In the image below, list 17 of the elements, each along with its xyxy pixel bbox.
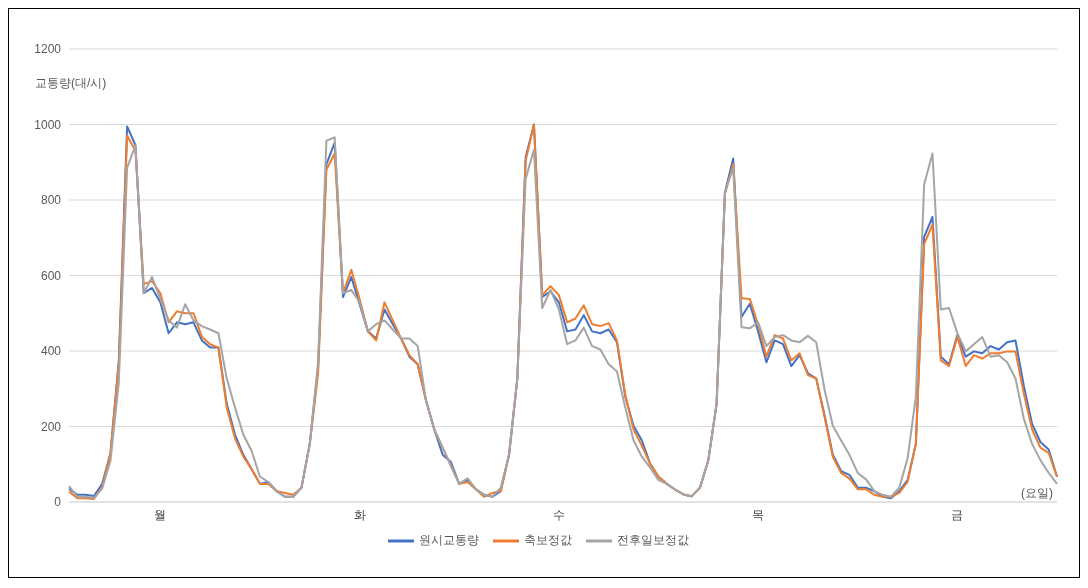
y-tick-label: 1000	[34, 117, 62, 132]
y-tick-label: 400	[40, 344, 62, 359]
y-tick-label: 600	[40, 268, 62, 283]
y-tick-label: 1200	[34, 42, 62, 57]
x-axis-title: (요일)	[1021, 485, 1053, 502]
y-tick-label: 0	[54, 495, 62, 510]
y-tick-label: 200	[40, 419, 62, 434]
legend-label: 축보정값	[522, 532, 572, 549]
legend-label: 전후일보정값	[615, 532, 689, 549]
x-tick-label: 수	[552, 507, 565, 522]
legend-label: 원시교통량	[417, 532, 479, 549]
x-tick-label: 금	[951, 507, 964, 522]
x-tick-label: 목	[752, 507, 765, 522]
y-axis-title: 교통량(대/시)	[35, 75, 107, 92]
x-tick-label: 월	[154, 507, 167, 522]
y-tick-label: 800	[40, 193, 62, 208]
x-tick-label: 화	[353, 507, 366, 522]
